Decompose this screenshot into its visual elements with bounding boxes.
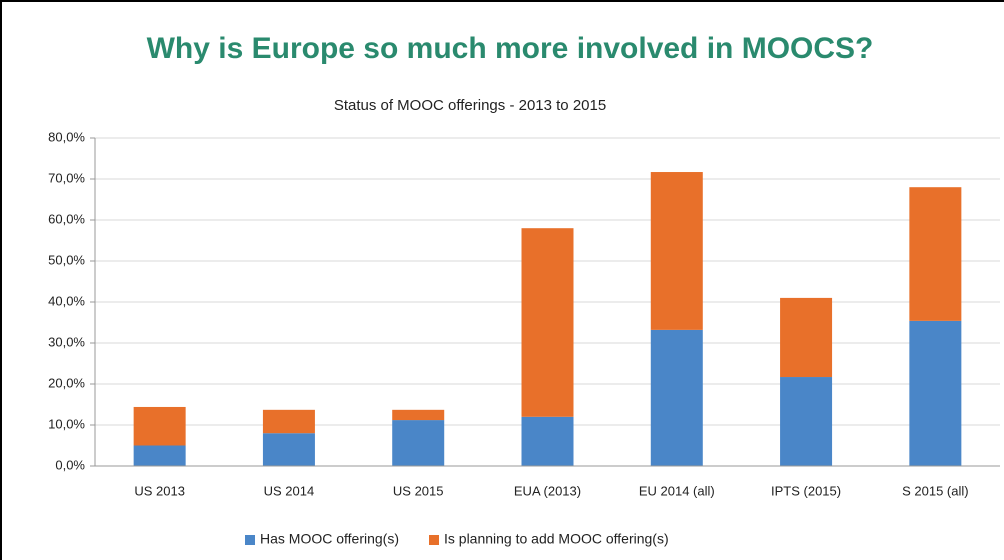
y-tick-label: 0,0% — [55, 457, 85, 472]
y-tick-label: 70,0% — [48, 170, 85, 185]
y-tick-label: 60,0% — [48, 211, 85, 226]
x-tick-label: S 2015 (all) — [902, 483, 968, 498]
bar-segment — [133, 445, 186, 466]
bar-segment — [650, 329, 703, 466]
bar-segment — [521, 228, 574, 417]
legend-swatch — [429, 535, 439, 545]
x-tick-label: US 2014 — [264, 483, 315, 498]
x-tick-label: US 2015 — [393, 483, 444, 498]
bar-segment — [262, 433, 315, 466]
chart-title: Status of MOOC offerings - 2013 to 2015 — [334, 97, 606, 114]
y-tick-label: 50,0% — [48, 252, 85, 267]
legend-label: Is planning to add MOOC offering(s) — [444, 531, 669, 547]
x-tick-label: EUA (2013) — [514, 483, 581, 498]
bar-segment — [780, 297, 833, 378]
x-tick-label: US 2013 — [134, 483, 185, 498]
bar-segment — [780, 377, 833, 466]
x-tick-label: EU 2014 (all) — [639, 483, 715, 498]
bar-segment — [521, 416, 574, 466]
y-tick-label: 30,0% — [48, 334, 85, 349]
legend-label: Has MOOC offering(s) — [260, 531, 399, 547]
heading: Why is Europe so much more involved in M… — [147, 32, 874, 65]
bar-segment — [909, 187, 962, 321]
bar-segment — [650, 172, 703, 330]
y-tick-label: 10,0% — [48, 416, 85, 431]
y-tick-label: 20,0% — [48, 375, 85, 390]
y-tick-label: 40,0% — [48, 293, 85, 308]
bar-segment — [262, 409, 315, 434]
bar-segment — [392, 409, 445, 421]
bar-segment — [133, 406, 186, 446]
bar-segment — [909, 320, 962, 466]
x-tick-label: IPTS (2015) — [771, 483, 841, 498]
y-tick-label: 80,0% — [48, 129, 85, 144]
bar-segment — [392, 420, 445, 466]
legend-swatch — [245, 535, 255, 545]
